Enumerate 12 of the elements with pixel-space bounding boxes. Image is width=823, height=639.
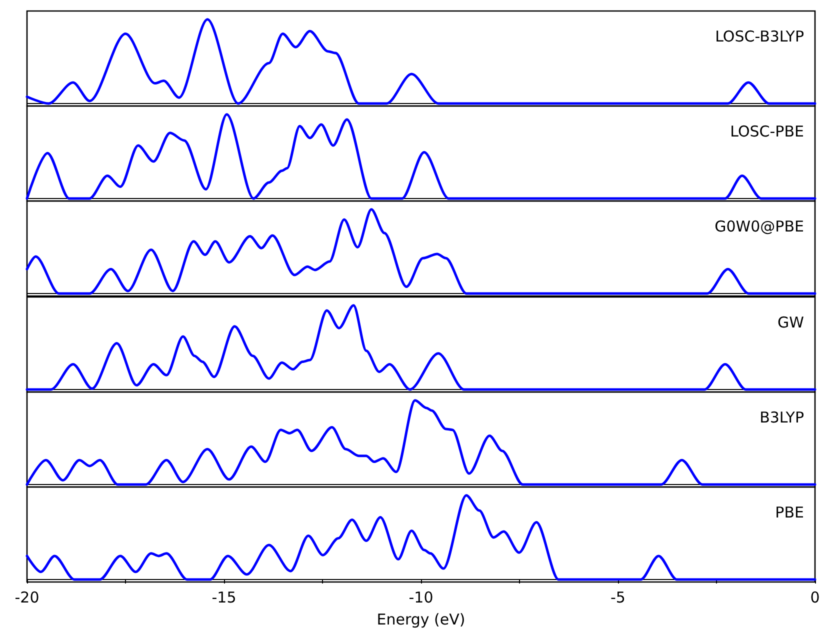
x-tick-label: 0 [810,588,820,606]
text: LOSC-B3LYP [715,28,804,46]
x-tick-label: -15 [212,588,236,606]
text: GW [778,313,804,332]
x-tick-label: -5 [610,588,626,606]
text: B3LYP [760,408,804,426]
text: LOSC-PBE [730,122,804,141]
text: PBE [775,504,804,522]
x-tick-label: -20 [14,588,40,606]
text: G0W0@PBE [714,218,804,236]
x-tick-label: -10 [408,588,434,606]
x-axis-title: Energy (eV) [376,610,466,628]
